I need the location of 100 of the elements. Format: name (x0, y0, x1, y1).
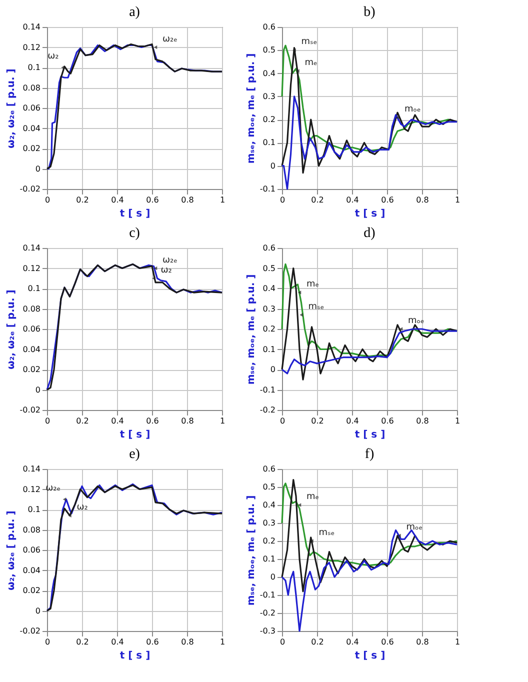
x-tick-label: 1 (454, 638, 460, 646)
x-tick-label: 0.6 (146, 196, 159, 204)
x-tick-label: 0.4 (346, 196, 359, 204)
x-tick-label: 1 (220, 638, 226, 646)
y-tick-label: 0.3 (262, 304, 276, 314)
y-tick-label: 0.02 (22, 144, 40, 153)
y-tick-label: -0.3 (260, 626, 276, 636)
x-tick-label: 0.2 (311, 416, 324, 426)
y-tick-label: 0.2 (262, 324, 276, 334)
line-series (281, 479, 458, 592)
line-series (281, 328, 458, 374)
y-tick-label: -0.02 (20, 406, 40, 414)
x-tick-label: 1 (220, 416, 226, 426)
annotation: ω₂ (160, 265, 172, 276)
chart-title: a) (129, 5, 140, 20)
annotation: ω₂ (48, 52, 60, 62)
y-tick-label: 0 (270, 161, 276, 170)
annotation: ω₂ₑ (46, 483, 61, 494)
chart-title: d) (364, 226, 376, 241)
y-tick-label: 0.14 (22, 464, 40, 474)
y-tick-label: 0.12 (22, 42, 40, 52)
x-tick-label: 1 (220, 196, 226, 204)
y-tick-label: 0.6 (262, 22, 276, 32)
x-tick-label: 0 (280, 416, 286, 426)
y-tick-label: -0.1 (260, 184, 276, 194)
y-tick-label: 0.5 (262, 482, 276, 492)
y-tick-label: 0.02 (22, 586, 40, 595)
x-tick-label: 0.2 (76, 196, 89, 204)
y-tick-label: 0.06 (22, 546, 40, 554)
x-tick-label: 0.6 (381, 638, 394, 646)
y-tick-label: 0.2 (262, 536, 276, 546)
y-tick-label: 0 (270, 365, 276, 374)
chart-title: f) (364, 447, 374, 462)
y-tick-label: 0.04 (22, 566, 40, 575)
x-tick-label: 0.4 (111, 416, 124, 426)
x-tick-label: 0 (280, 196, 286, 204)
x-tick-label: 0 (44, 416, 50, 426)
y-tick-label: -0.1 (260, 385, 276, 394)
y-tick-label: 0.06 (22, 324, 40, 334)
annotation: mₛₑ (308, 302, 324, 312)
y-tick-label: 0.14 (22, 244, 40, 252)
x-tick-label: 0 (44, 196, 50, 204)
y-tick-label: 0.4 (262, 500, 276, 510)
x-tick-label: 0.2 (76, 638, 89, 646)
x-tick-label: 0.8 (416, 196, 429, 204)
y-tick-label: 0.1 (262, 138, 276, 148)
annotation: mₛₑ (318, 528, 335, 538)
y-tick-label: 0.04 (22, 124, 40, 133)
y-tick-label: 0.3 (262, 92, 276, 101)
x-tick-label: 0 (280, 638, 286, 646)
annotation: mₒₑ (408, 316, 424, 326)
annotation: mₑ (306, 280, 320, 290)
y-tick-label: 0.6 (262, 464, 276, 474)
annotation: ω₂ₑ (162, 255, 178, 266)
y-tick-label: 0 (35, 164, 40, 174)
y-tick-label: 0.1 (28, 63, 40, 72)
chart-title: c) (129, 226, 140, 241)
y-tick-label: -0.02 (20, 184, 40, 194)
x-axis-title: t [ s ] (120, 650, 150, 662)
y-tick-label: 0.3 (262, 518, 276, 528)
y-axis-title: ω₂, ω₂ₑ [ p.u. ] (6, 510, 17, 590)
y-tick-label: -0.1 (260, 590, 276, 600)
y-tick-label: 0.5 (262, 264, 276, 273)
annotation: mₒₑ (404, 104, 421, 114)
y-tick-label: 0.2 (262, 115, 276, 124)
line-series (281, 47, 458, 174)
x-tick-label: 0.6 (381, 416, 394, 426)
x-tick-label: 0.8 (181, 416, 194, 426)
y-axis-title: ω₂, ω₂ₑ [ p.u. ] (6, 68, 17, 148)
x-tick-label: 0.8 (416, 638, 429, 646)
x-tick-label: 0.2 (311, 638, 324, 646)
y-tick-label: 0.12 (22, 264, 40, 273)
y-tick-label: -0.2 (260, 406, 276, 414)
y-tick-label: 0.14 (22, 22, 40, 32)
y-tick-label: 0.5 (262, 46, 276, 55)
x-tick-label: 1 (454, 416, 460, 426)
y-tick-label: 0.1 (28, 505, 40, 514)
y-tick-label: 0.06 (22, 104, 40, 112)
line-series (281, 267, 458, 380)
y-tick-label: -0.02 (20, 626, 40, 636)
x-tick-label: 0.2 (76, 416, 89, 426)
y-tick-label: 0.04 (22, 344, 40, 354)
x-axis-title: t [ s ] (120, 208, 150, 220)
y-tick-label: -0.2 (260, 608, 276, 618)
x-tick-label: 0.4 (346, 638, 359, 646)
annotation: mₛₑ (301, 37, 318, 48)
x-tick-label: 0 (44, 638, 50, 646)
y-axis-title: ω₂, ω₂ₑ [ p.u. ] (6, 290, 17, 370)
line-series (281, 482, 458, 566)
x-tick-label: 0.8 (416, 416, 429, 426)
x-axis-title: t [ s ] (120, 430, 150, 440)
y-tick-label: 0.1 (262, 554, 276, 564)
y-tick-label: 0.1 (262, 344, 276, 354)
x-tick-label: 0.8 (181, 196, 194, 204)
x-tick-label: 0.8 (181, 638, 194, 646)
x-tick-label: 0.6 (146, 416, 159, 426)
y-tick-label: 0.08 (22, 304, 40, 314)
y-tick-label: 0.6 (262, 244, 276, 252)
x-tick-label: 0.6 (146, 638, 159, 646)
x-tick-label: 0.4 (111, 638, 124, 646)
